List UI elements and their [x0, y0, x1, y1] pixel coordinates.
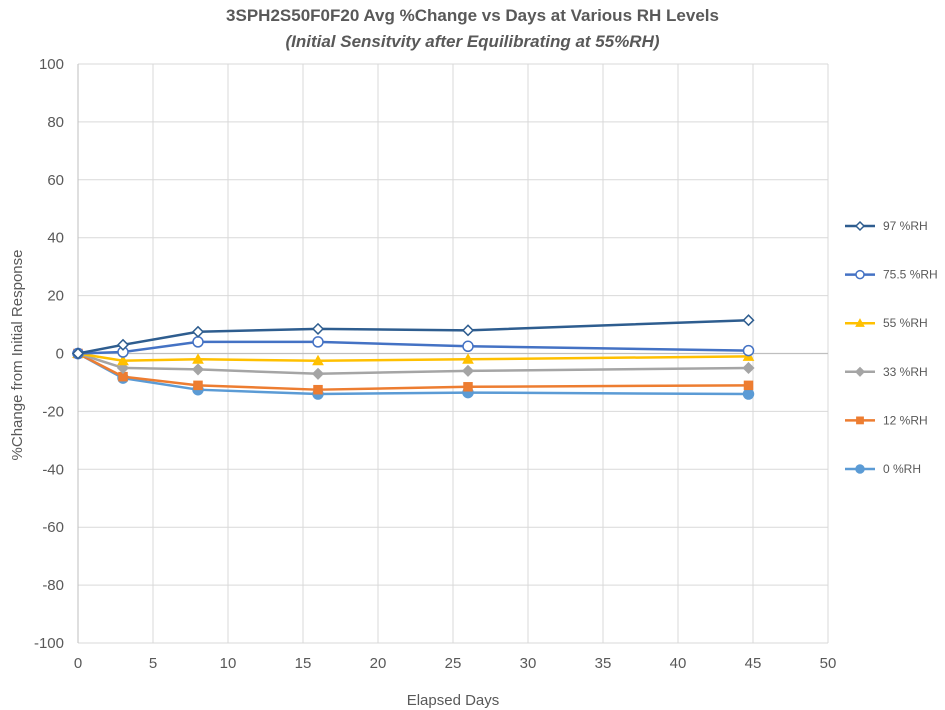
- data-point: [311, 367, 325, 380]
- data-point: [191, 325, 205, 338]
- data-point: [855, 269, 865, 280]
- y-tick-label: 20: [47, 288, 64, 305]
- x-tick-label: 0: [74, 655, 82, 672]
- y-tick-label: -80: [42, 577, 64, 594]
- legend-label: 97 %RH: [883, 219, 928, 233]
- data-point: [463, 382, 473, 392]
- series-line: [77, 318, 749, 355]
- x-tick-label: 5: [149, 655, 157, 672]
- y-axis-title: %Change from Initial Response: [9, 250, 26, 461]
- data-point: [116, 361, 130, 375]
- x-axis-title: Elapsed Days: [407, 692, 500, 709]
- series-97-rh: [71, 314, 755, 360]
- legend-item: 12 %RH: [845, 413, 928, 427]
- data-point: [742, 361, 755, 375]
- data-point: [192, 353, 204, 364]
- series-line: [77, 352, 749, 376]
- y-tick-label: 80: [47, 114, 64, 131]
- data-point: [462, 340, 474, 353]
- x-tick-label: 15: [295, 655, 312, 672]
- data-point: [855, 318, 865, 327]
- x-tick-label: 45: [745, 655, 762, 672]
- legend-item: 75.5 %RH: [845, 268, 938, 282]
- legend-label: 55 %RH: [883, 316, 928, 330]
- legend: 97 %RH 75.5 %RH 55 %RH 33 %RH 12 %RH 0 %RH: [845, 219, 938, 476]
- data-point: [193, 380, 203, 391]
- x-tick-label: 35: [595, 655, 612, 672]
- data-point: [855, 464, 865, 474]
- series-75-5-rh: [72, 336, 755, 360]
- x-tick-label: 40: [670, 655, 687, 672]
- data-point: [116, 338, 130, 351]
- legend-item: 97 %RH: [845, 219, 928, 233]
- data-point: [742, 314, 755, 327]
- x-tick-label: 10: [220, 655, 237, 672]
- legend-item: 55 %RH: [845, 316, 928, 330]
- axes: 100 80 60 40 20 0 -20 -40 -60 -80 -100 0 5 10 15 20 25 30…: [34, 56, 836, 672]
- y-tick-label: 100: [39, 56, 64, 73]
- chart-title: 3SPH2S50F0F20 Avg %Change vs Days at Var…: [226, 6, 719, 25]
- data-point: [742, 388, 755, 400]
- x-tick-label: 25: [445, 655, 462, 672]
- data-point: [854, 366, 866, 377]
- y-tick-label: -40: [42, 461, 64, 478]
- data-point: [856, 416, 864, 425]
- data-point: [461, 364, 475, 377]
- data-point: [854, 220, 866, 232]
- x-tick-label: 20: [370, 655, 387, 672]
- y-tick-label: 0: [56, 346, 64, 363]
- series-line: [77, 340, 749, 355]
- y-tick-label: -100: [34, 635, 64, 652]
- data-point: [742, 344, 755, 357]
- data-point: [313, 384, 323, 395]
- y-tick-label: 40: [47, 230, 64, 247]
- series-0-rh: [72, 347, 755, 400]
- series-line: [77, 352, 749, 391]
- data-point: [191, 363, 205, 376]
- data-point: [462, 353, 474, 364]
- y-tick-label: 60: [47, 172, 64, 189]
- legend-label: 12 %RH: [883, 413, 928, 427]
- chart-subtitle: (Initial Sensitvity after Equilibrating …: [285, 32, 660, 51]
- legend-item: 33 %RH: [845, 365, 928, 379]
- legend-label: 33 %RH: [883, 365, 928, 379]
- data-point: [461, 324, 475, 337]
- series-line: [77, 352, 749, 362]
- data-point: [743, 380, 754, 391]
- series-layer: [71, 314, 755, 400]
- y-tick-label: -60: [42, 519, 64, 536]
- x-tick-label: 30: [520, 655, 537, 672]
- series-55-rh: [72, 347, 755, 366]
- x-tick-label: 50: [820, 655, 837, 672]
- data-point: [312, 354, 324, 366]
- legend-label: 0 %RH: [883, 462, 921, 476]
- data-point: [192, 336, 204, 348]
- legend-label: 75.5 %RH: [883, 268, 938, 282]
- y-tick-label: -20: [42, 403, 64, 420]
- data-point: [117, 354, 129, 366]
- legend-item: 0 %RH: [845, 462, 921, 476]
- data-point: [71, 347, 85, 360]
- data-point: [311, 322, 325, 335]
- data-point: [312, 336, 324, 348]
